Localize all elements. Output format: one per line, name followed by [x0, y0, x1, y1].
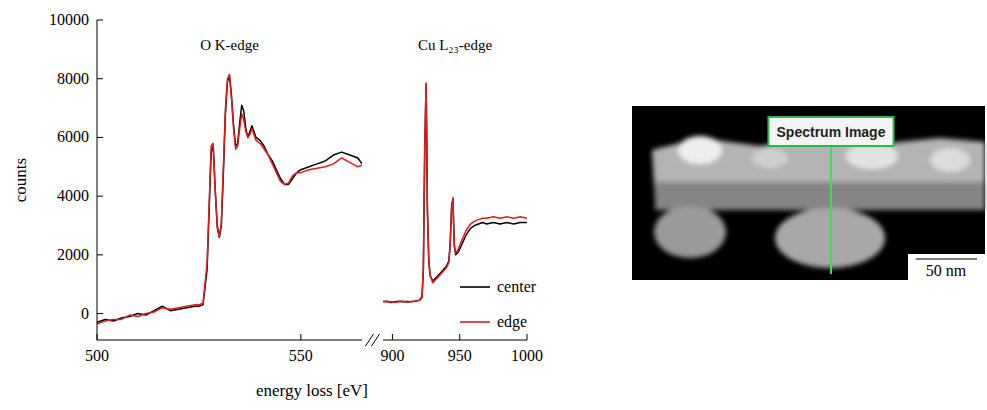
x-axis [97, 340, 362, 341]
y-tick-label: 2000 [57, 246, 89, 263]
scale-bar [916, 259, 977, 260]
y-tick-label: 10000 [49, 11, 89, 28]
nanowire-core [655, 182, 985, 210]
y-tick-label: 0 [81, 305, 89, 322]
x-tick-label: 500 [85, 347, 109, 364]
y-tick-label: 6000 [57, 128, 89, 145]
figure: 500 550 0 2000 4000 6000 8000 10000 O K-edge ener… [0, 0, 987, 410]
legend: center edge [460, 278, 537, 331]
scale-bar-ground [908, 254, 985, 281]
y-tick-label: 8000 [57, 70, 89, 87]
x-tick [527, 334, 528, 340]
x-tick-label: 950 [448, 347, 472, 364]
x-tick-label: 900 [380, 347, 404, 364]
y-tick [97, 254, 103, 255]
spectrum-line [383, 83, 527, 302]
spectrum-line-marker [830, 146, 832, 274]
axis-break [372, 334, 380, 346]
y-axis [97, 20, 98, 340]
x-axis-title: energy loss [eV] [256, 381, 368, 400]
label-box [768, 117, 893, 146]
y-tick [97, 78, 103, 79]
legend-swatch [460, 286, 490, 288]
spectrum-line [97, 74, 362, 324]
y-tick [97, 20, 103, 21]
legend-label: center [497, 278, 537, 295]
spectrum-line [383, 85, 527, 303]
plot-area [383, 83, 527, 302]
x-axis [383, 340, 527, 341]
plot-area [97, 74, 362, 324]
bright-spot [678, 136, 722, 164]
legend-swatch [460, 321, 490, 323]
legend-label: edge [497, 313, 527, 331]
y-tick [97, 137, 103, 138]
x-tick-label: 550 [289, 347, 313, 364]
x-tick [459, 334, 460, 340]
panel-title: Cu L₂₃-edge [418, 37, 493, 53]
scale-bar-label: 50 nm [926, 262, 967, 279]
x-tick-label: 1000 [511, 347, 543, 364]
bright-spot [930, 148, 970, 172]
image-background [632, 106, 985, 280]
y-tick [97, 313, 103, 314]
x-tick [392, 334, 393, 340]
y-tick-label: 4000 [57, 187, 89, 204]
particle [654, 206, 726, 258]
stem-image: Spectrum Image 50 nm [632, 106, 985, 281]
x-tick [300, 334, 301, 340]
spectrum-line [97, 76, 362, 323]
bright-spot [752, 148, 788, 168]
panel-title: O K-edge [200, 37, 259, 53]
y-axis-title: counts [11, 158, 30, 202]
y-tick [97, 196, 103, 197]
image-label: Spectrum Image [777, 124, 886, 140]
image-content [652, 136, 985, 268]
